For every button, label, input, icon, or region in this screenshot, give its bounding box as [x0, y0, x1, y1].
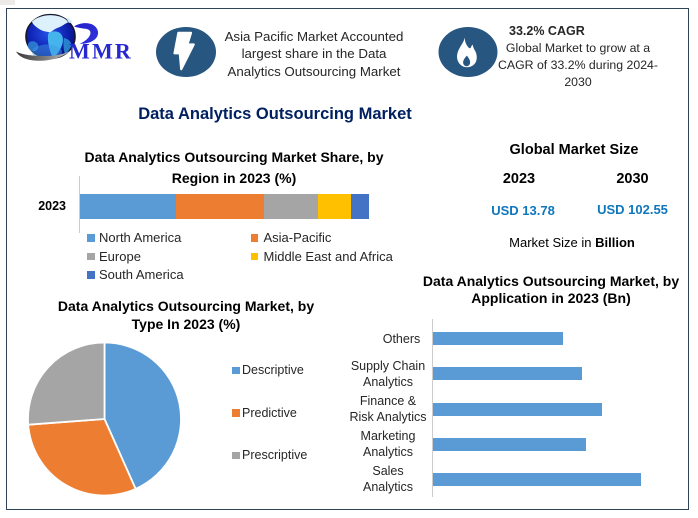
svg-text:MMR: MMR [69, 38, 133, 63]
